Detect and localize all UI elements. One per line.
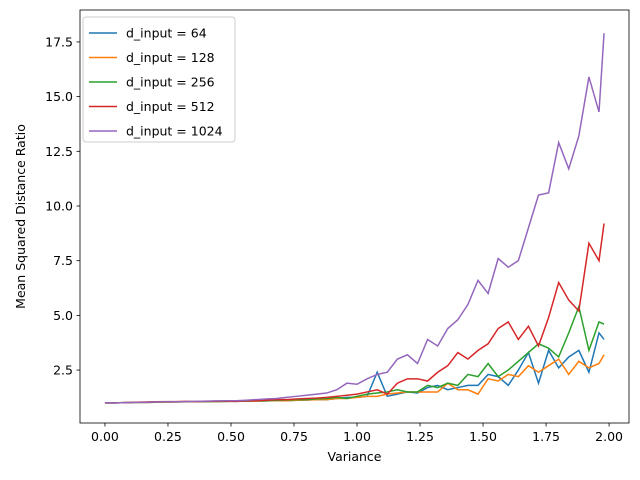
- x-tick-label: 0.25: [154, 429, 182, 444]
- x-tick-label: 1.75: [532, 429, 560, 444]
- x-tick-label: 0.00: [91, 429, 119, 444]
- legend-label: d_input = 128: [126, 50, 215, 65]
- x-axis-label: Variance: [328, 449, 382, 464]
- data-line: [104, 354, 605, 404]
- legend-label: d_input = 1024: [126, 124, 223, 139]
- data-line: [104, 223, 605, 404]
- legend-label: d_input = 64: [126, 26, 207, 41]
- x-tick-label: 1.00: [343, 429, 371, 444]
- y-tick-label: 7.5: [53, 253, 73, 268]
- axes-frame: [79, 9, 630, 424]
- y-tick-label: 2.5: [53, 363, 73, 378]
- legend-label: d_input = 512: [126, 99, 215, 114]
- data-line: [104, 331, 605, 404]
- x-tick-label: 2.00: [595, 429, 623, 444]
- y-axis-label: Mean Squared Distance Ratio: [13, 124, 28, 309]
- legend-label: d_input = 256: [126, 75, 215, 90]
- y-tick-label: 5.0: [53, 308, 73, 323]
- data-line: [104, 33, 605, 404]
- x-tick-label: 0.50: [217, 429, 245, 444]
- y-tick-label: 15.0: [45, 89, 73, 104]
- legend: d_input = 64 d_input = 128 d_input = 256 d_…: [82, 16, 236, 143]
- x-tick-label: 1.25: [406, 429, 434, 444]
- x-tick-label: 0.75: [280, 429, 308, 444]
- x-tick-label: 1.50: [469, 429, 497, 444]
- y-tick-label: 12.5: [45, 144, 73, 159]
- legend-box: [82, 16, 236, 143]
- y-tick-label: 10.0: [45, 199, 73, 214]
- y-tick-label: 17.5: [45, 34, 73, 49]
